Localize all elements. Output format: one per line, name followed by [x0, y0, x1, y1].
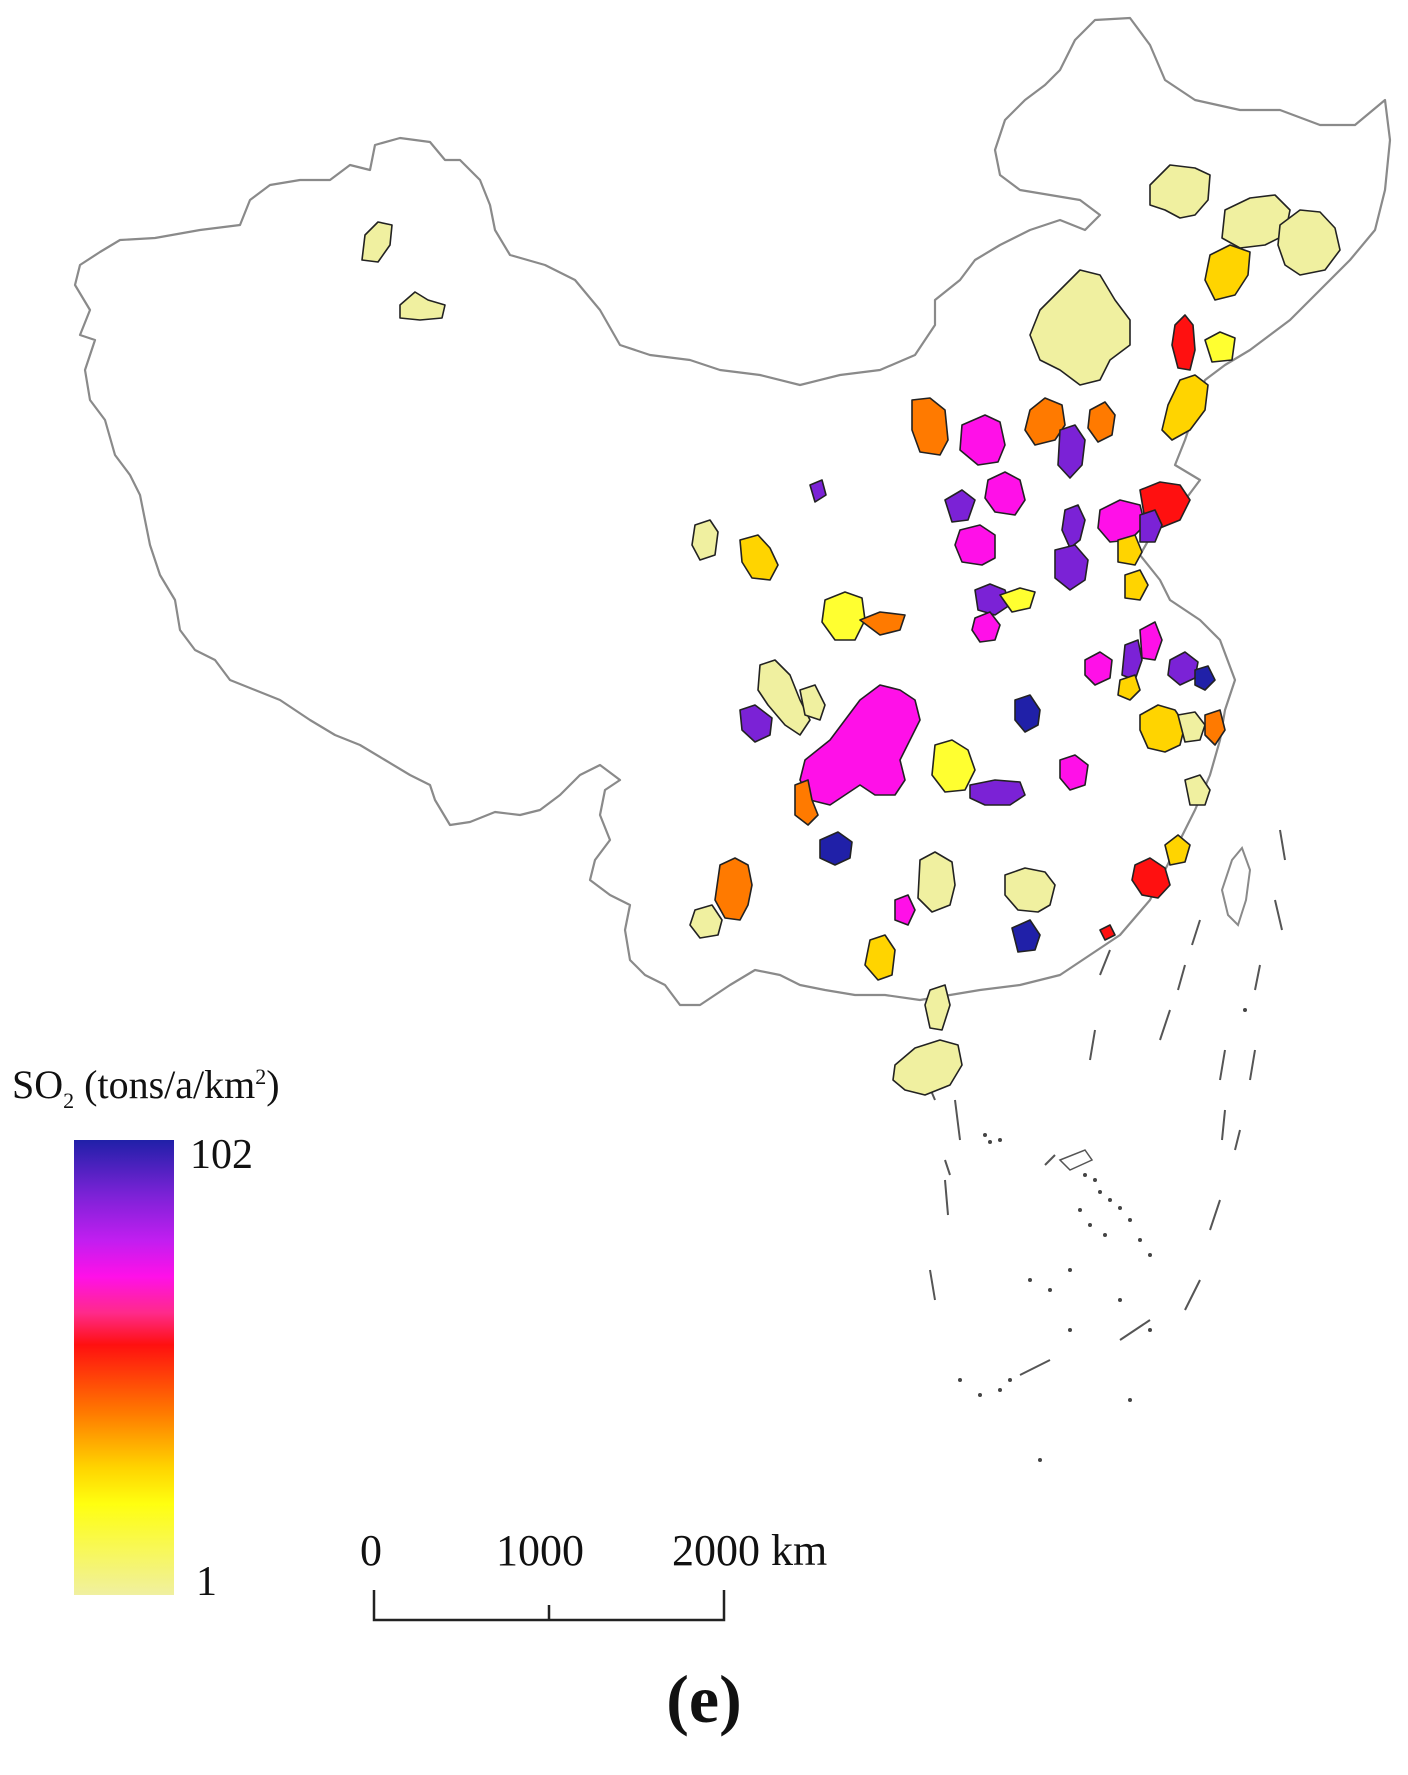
region-northwest-2 — [399, 291, 446, 321]
scale-label-1000: 1000 — [496, 1526, 584, 1575]
region-purple-hubei — [969, 779, 1026, 806]
scs-island-outline — [1058, 1149, 1094, 1171]
region-yellow-zhejiang — [1139, 704, 1186, 753]
legend-title: SO2 (tons/a/km2) — [12, 1062, 280, 1113]
region-purple-shanghai — [1167, 651, 1199, 686]
region-orange-1 — [911, 397, 949, 456]
scs-islands — [958, 1008, 1247, 1462]
region-yellow-jinan — [1117, 534, 1143, 566]
region-magenta-shaanxi — [971, 611, 1001, 643]
region-ne-yellow-small — [1204, 331, 1236, 363]
region-ne-changchun — [1204, 244, 1251, 301]
region-purple-1 — [1057, 424, 1086, 479]
region-yellow-hunan — [917, 851, 956, 913]
china-outline — [73, 16, 1392, 1007]
region-yellow-fujian-1 — [1184, 774, 1211, 806]
region-purple-small — [809, 479, 827, 503]
region-magenta-chongqing — [799, 684, 921, 806]
region-magenta-3 — [954, 524, 996, 566]
legend-color-bar — [74, 1140, 174, 1595]
region-blue-guangdong — [1011, 919, 1041, 953]
region-purple-3 — [1061, 504, 1086, 549]
region-ne-heilongjiang — [1149, 164, 1211, 219]
region-magenta-jiangxi — [1059, 754, 1089, 791]
region-orange-ningxia — [859, 611, 906, 636]
region-blue-shanghai — [1194, 665, 1216, 691]
region-magenta-guangxi-small — [894, 894, 916, 926]
scale-label-2000: 2000 km — [672, 1526, 827, 1575]
region-purple-4 — [1054, 544, 1089, 591]
region-ne-mudanjiang — [1277, 209, 1341, 276]
region-red-shantou — [1099, 924, 1116, 941]
region-yellow-zhejiang-2 — [1177, 711, 1206, 743]
region-yellow-guangxi — [864, 934, 896, 981]
region-shenyang-red — [1171, 314, 1196, 371]
region-purple-shandong — [1139, 509, 1163, 543]
panel-label: (e) — [666, 1661, 742, 1737]
region-yellow-sichuan-2 — [799, 684, 826, 721]
region-yellow-guangdong — [1004, 867, 1056, 913]
region-purple-2 — [944, 489, 976, 523]
scale-bar — [372, 1590, 726, 1622]
region-orange-3 — [1087, 401, 1116, 443]
taiwan-outline — [1220, 846, 1252, 927]
so2-regions — [361, 164, 1341, 1096]
region-yellow-jiangsu — [1117, 674, 1141, 701]
region-yellow-sichuan-1 — [757, 659, 811, 736]
region-purple-sichuan — [739, 704, 773, 743]
legend-min-label: 1 — [196, 1559, 217, 1605]
region-yellow-hainan — [892, 1039, 963, 1096]
region-magenta-anhui-1 — [1084, 651, 1113, 686]
region-yellow-henan — [999, 587, 1036, 613]
legend-max-label: 102 — [190, 1132, 253, 1178]
region-purple-anhui — [1121, 639, 1143, 681]
region-orange-ningbo — [1204, 709, 1226, 746]
south-china-sea-lines — [919, 829, 1286, 1376]
region-magenta-jiangsu — [1139, 621, 1163, 661]
region-yellow-hubei — [931, 739, 976, 793]
region-magenta-1 — [959, 414, 1006, 466]
region-yellow-yunnan — [689, 904, 723, 939]
region-blue-hubei — [1014, 694, 1041, 733]
region-dalian — [1161, 374, 1209, 441]
region-yellow-leizhou — [924, 984, 951, 1031]
region-yellow-ningxia — [821, 591, 866, 641]
region-yellow-shandong — [1124, 569, 1149, 601]
region-northwest-1 — [361, 221, 393, 263]
region-orange-sichuan — [794, 779, 819, 826]
region-gansu-2 — [739, 534, 779, 581]
region-red-xiamen — [1131, 857, 1171, 899]
region-magenta-2 — [984, 471, 1026, 516]
region-orange-yunnan — [714, 857, 753, 921]
scale-label-0: 0 — [360, 1526, 382, 1575]
region-magenta-hebei — [1097, 499, 1146, 543]
region-blue-guizhou — [819, 831, 853, 866]
region-inner-mongolia — [1029, 269, 1131, 386]
region-gansu-1 — [691, 519, 719, 561]
region-yellow-fujian-2 — [1164, 834, 1191, 866]
